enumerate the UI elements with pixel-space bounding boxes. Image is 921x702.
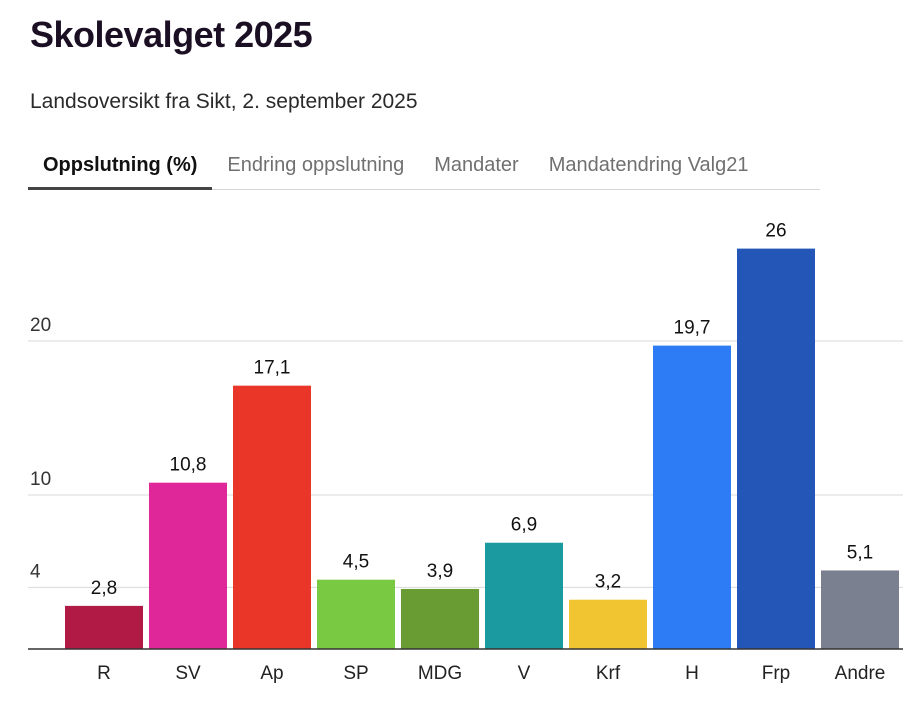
bar-value-label: 10,8 [170, 455, 207, 476]
bar-krf [569, 599, 647, 649]
tab-oppslutning[interactable]: Oppslutning (%) [28, 150, 213, 190]
bar-value-label: 19,7 [674, 318, 711, 339]
bar-value-label: 2,8 [91, 578, 117, 599]
y-tick-label: 20 [30, 315, 51, 336]
x-tick-label: SV [175, 663, 201, 684]
bar-value-label: 3,2 [595, 572, 621, 593]
x-tick-label: Andre [835, 663, 886, 684]
x-tick-label: Ap [260, 663, 283, 684]
tab-mandatendring[interactable]: Mandatendring Valg21 [548, 154, 749, 176]
chart-title: Skolevalget 2025 [30, 14, 313, 55]
x-tick-label: Krf [596, 663, 621, 684]
bar-value-label: 5,1 [847, 542, 873, 563]
bar-ap [233, 385, 311, 649]
bar-value-label: 6,9 [511, 515, 537, 536]
x-tick-label: SP [343, 663, 368, 684]
bar-sv [149, 482, 227, 649]
tab-bar: Oppslutning (%) Endring oppslutning Mand… [28, 150, 820, 190]
bar-value-label: 3,9 [427, 561, 453, 582]
y-tick-label: 10 [30, 469, 51, 490]
bar-value-label: 4,5 [343, 552, 369, 573]
chart-subtitle: Landsoversikt fra Sikt, 2. september 202… [30, 90, 418, 113]
bar-frp [737, 248, 815, 649]
x-tick-label: R [97, 663, 111, 684]
bar-v [485, 542, 563, 649]
x-tick-label: V [518, 663, 531, 684]
bar-chart: 4 10 20 2,8 R 10,8 SV 17,1 Ap 4,5 SP 3,9 MDG 6,9 V 3,2 K… [28, 221, 903, 684]
x-tick-label: Frp [762, 663, 791, 684]
bar-andre [821, 570, 899, 649]
x-tick-label: H [685, 663, 699, 684]
x-tick-label: MDG [418, 663, 462, 684]
tab-endring-oppslutning[interactable]: Endring oppslutning [227, 154, 405, 176]
y-tick-label: 4 [30, 561, 41, 582]
bar-h [653, 345, 731, 649]
bar-sp [317, 579, 395, 649]
tab-mandater[interactable]: Mandater [434, 154, 519, 176]
bar-mdg [401, 588, 479, 649]
bar-r [65, 605, 143, 649]
bar-value-label: 17,1 [254, 358, 291, 379]
bar-value-label: 26 [765, 221, 786, 242]
